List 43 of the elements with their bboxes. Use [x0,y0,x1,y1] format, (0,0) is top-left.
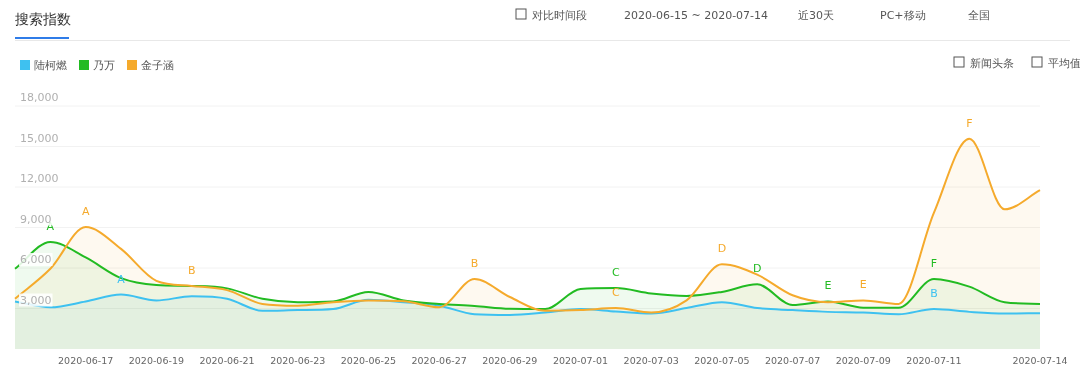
x-tick-label: 2020-06-27 [411,355,467,366]
legend-label: 金子涵 [141,59,174,72]
chart-title: 搜索指数 [15,11,71,27]
y-tick-label: 6,000 [20,253,52,266]
annotation: C [612,286,621,300]
annotation: F [930,257,938,271]
text: 平均值 [1048,57,1080,70]
text: 2020-06-15 ~ 2020-07-14 [624,9,769,22]
annotation: D [753,262,762,276]
annotation: C [612,266,621,280]
y-tick-label: 9,000 [20,212,52,226]
x-tick-label: 2020-07-11 [906,355,962,366]
text: 新闻头条 [970,57,1014,70]
x-tick-label: 2020-06-25 [340,355,397,366]
x-tick-label: 2020-06-29 [482,355,538,366]
x-tick-label: 2020-07-09 [835,355,891,366]
x-tick-label: 2020-07-14 [1012,355,1068,366]
x-tick-label: 2020-06-21 [199,355,255,366]
y-tick-label: 15,000 [20,131,59,145]
annotation: F [966,116,973,130]
annotation: D [717,242,727,256]
text: PC+移动 [880,9,926,22]
text: 全国 [968,9,990,22]
legend-label: 陆柯燃 [34,59,67,72]
x-tick-label: 2020-06-17 [58,355,114,366]
x-tick-label: 2020-07-07 [764,355,821,366]
annotation: E [824,279,832,293]
annotation: E [859,278,867,292]
x-tick-label: 2020-06-19 [128,355,184,366]
legend-label: 乃万 [93,59,115,72]
x-tick-label: 2020-07-01 [552,355,609,366]
x-tick-label: 2020-07-05 [694,355,750,366]
annotation: A [81,205,90,219]
y-tick-label: 12,000 [20,172,59,185]
text: 对比时间段 [532,9,587,22]
y-tick-label: 18,000 [20,91,59,104]
y-tick-label: 3,000 [20,293,52,307]
annotation: B [470,257,479,271]
text: 近30天 [798,9,834,22]
annotation: B [187,263,196,277]
annotation: B [930,287,938,301]
x-tick-label: 2020-07-03 [623,355,679,366]
x-tick-label: 2020-06-23 [270,355,326,366]
